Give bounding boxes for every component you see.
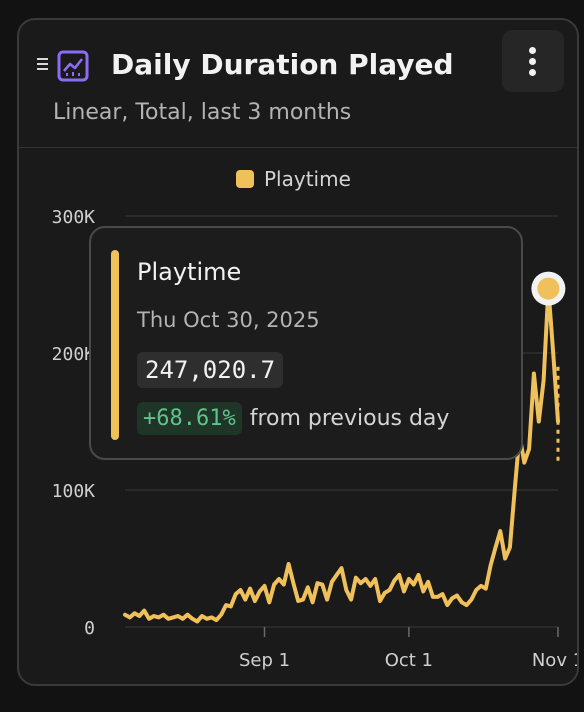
tooltip-series-bar [111, 250, 119, 440]
tooltip-change-text: from previous day [249, 406, 450, 431]
tooltip-series-name: Playtime [137, 258, 242, 286]
y-tick-label: 0 [84, 618, 95, 639]
chart-legend[interactable]: Playtime [236, 167, 351, 191]
x-tick-label: Oct 1 [385, 650, 433, 671]
header-divider [19, 147, 577, 148]
y-tick-label: 200K [52, 344, 96, 365]
series-line-playtime [123, 286, 560, 624]
highlight-point [537, 277, 560, 300]
more-vertical-icon [529, 47, 536, 54]
chart-subtitle: Linear, Total, last 3 months [53, 100, 352, 125]
x-tick-label: Nov 1 [532, 650, 577, 671]
y-tick-label: 300K [52, 207, 96, 228]
more-options-button[interactable] [502, 30, 564, 92]
tooltip-value: 247,020.7 [137, 352, 284, 388]
tooltip-change-row: +68.61% from previous day [137, 402, 449, 435]
tooltip-date: Thu Oct 30, 2025 [137, 308, 320, 332]
x-tick-label: Sep 1 [239, 650, 290, 671]
drag-handle-icon[interactable] [37, 58, 48, 72]
line-chart-icon [57, 50, 89, 82]
legend-swatch [236, 170, 254, 188]
y-tick-label: 100K [52, 481, 96, 502]
chart-title: Daily Duration Played [111, 48, 454, 81]
tooltip-change-badge: +68.61% [137, 402, 242, 435]
chart-card: Daily Duration Played Linear, Total, las… [17, 18, 579, 686]
legend-label: Playtime [264, 167, 351, 191]
line-chart[interactable]: 0 100K 200K 300K Sep 1 Oct 1 Nov 1 [19, 20, 577, 684]
tooltip: Playtime Thu Oct 30, 2025 247,020.7 +68.… [89, 226, 523, 460]
